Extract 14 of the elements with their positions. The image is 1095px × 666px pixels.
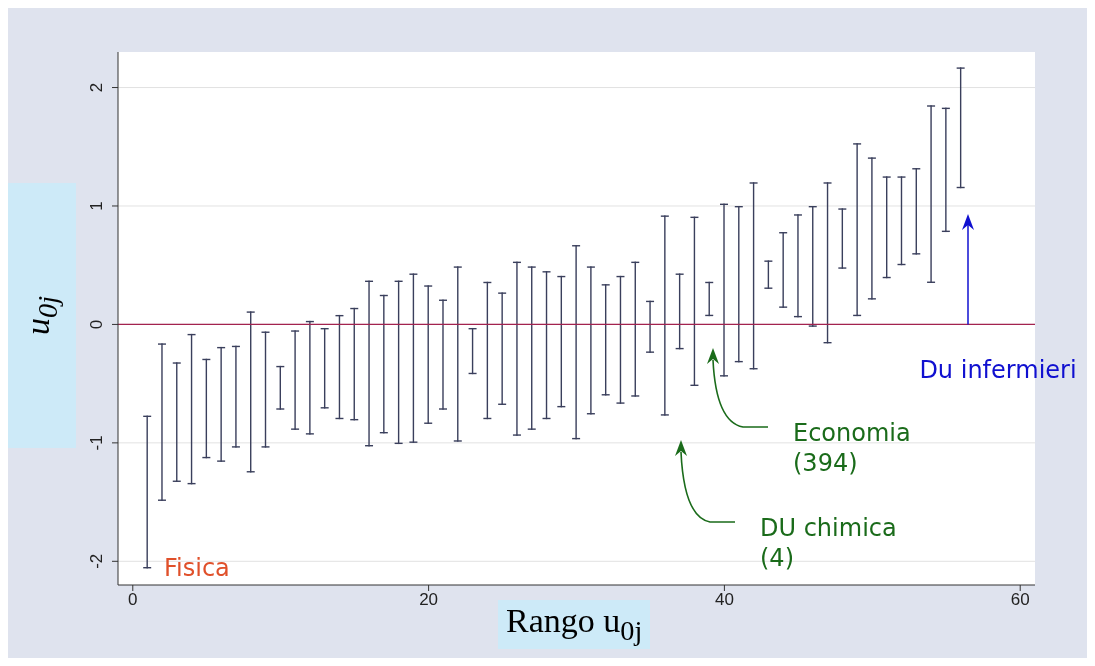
- x-tick-label: 0: [128, 590, 138, 610]
- x-tick-label: 60: [1010, 590, 1030, 610]
- x-axis-title: Rango u$_{0j}$: [498, 600, 651, 649]
- y-tick-label: 0: [87, 319, 106, 330]
- y-tick-label: 1: [87, 201, 106, 211]
- annotation: Fisica: [164, 554, 230, 582]
- y-tick-label: -1: [87, 435, 106, 451]
- x-tick-label: 20: [419, 590, 439, 610]
- annotation: DU chimica (4): [760, 514, 897, 572]
- y-tick-label: -2: [87, 553, 106, 569]
- y-tick-label: 2: [87, 82, 106, 93]
- annotation: Du infermieri: [919, 356, 1077, 384]
- x-tick-label: 40: [714, 590, 734, 610]
- annotation: Economia (394): [793, 419, 911, 477]
